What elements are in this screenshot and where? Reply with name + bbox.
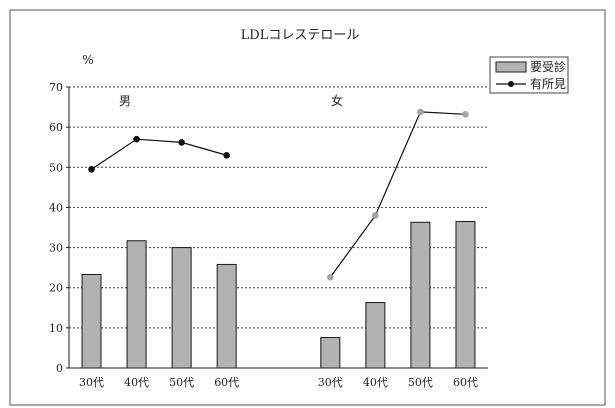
line-point [88, 165, 95, 173]
series-line [91, 138, 227, 170]
y-tick-label: 20 [49, 282, 63, 295]
x-tick-label: 60代 [214, 376, 239, 389]
x-tick-label: 40代 [124, 376, 149, 389]
bar [171, 247, 192, 369]
series-line [329, 111, 466, 278]
legend-box [489, 56, 569, 94]
group-label: 男 [119, 94, 131, 108]
bar [81, 273, 102, 369]
legend: 要受診 有所見 [489, 56, 569, 94]
line-point [417, 108, 424, 116]
axis-layer: 0 10 20 30 40 50 60 70 30代 40代 50代 60代 男 30代 40代 50代 60代… [49, 81, 488, 389]
legend-line-marker [508, 81, 514, 87]
y-tick-label: 30 [49, 242, 63, 255]
y-tick-label: 10 [49, 322, 63, 335]
line-point [178, 139, 185, 146]
bar [455, 220, 476, 369]
x-tick-label: 30代 [79, 376, 104, 389]
y-tick-label: 50 [49, 161, 63, 174]
legend-line-label: 有所見 [530, 77, 566, 91]
x-tick-label: 40代 [363, 376, 388, 389]
bar-layer [81, 220, 476, 369]
legend-bar-label: 要受診 [530, 59, 566, 74]
group-label: 女 [331, 93, 343, 108]
x-tick-label: 60代 [453, 376, 478, 389]
bar [410, 221, 431, 369]
chart-title: LDLコレステロール [241, 28, 360, 43]
line-point [462, 110, 469, 118]
y-tick-label: 60 [49, 121, 63, 134]
line-point [223, 151, 230, 159]
y-tick-label: 70 [49, 81, 63, 94]
bar [365, 302, 386, 369]
x-tick-label: 50代 [169, 376, 194, 389]
y-tick-label: 0 [56, 362, 63, 375]
y-axis-label: % [82, 53, 93, 67]
x-tick-label: 50代 [408, 376, 433, 389]
bar [126, 240, 147, 369]
x-tick-label: 30代 [318, 376, 343, 389]
bar [320, 336, 341, 369]
line-point [133, 135, 140, 143]
legend-bar-swatch [495, 61, 527, 73]
line-layer [88, 108, 469, 281]
bar [216, 263, 237, 369]
y-tick-label: 40 [49, 201, 63, 214]
line-point [327, 273, 334, 281]
line-point [372, 212, 379, 219]
